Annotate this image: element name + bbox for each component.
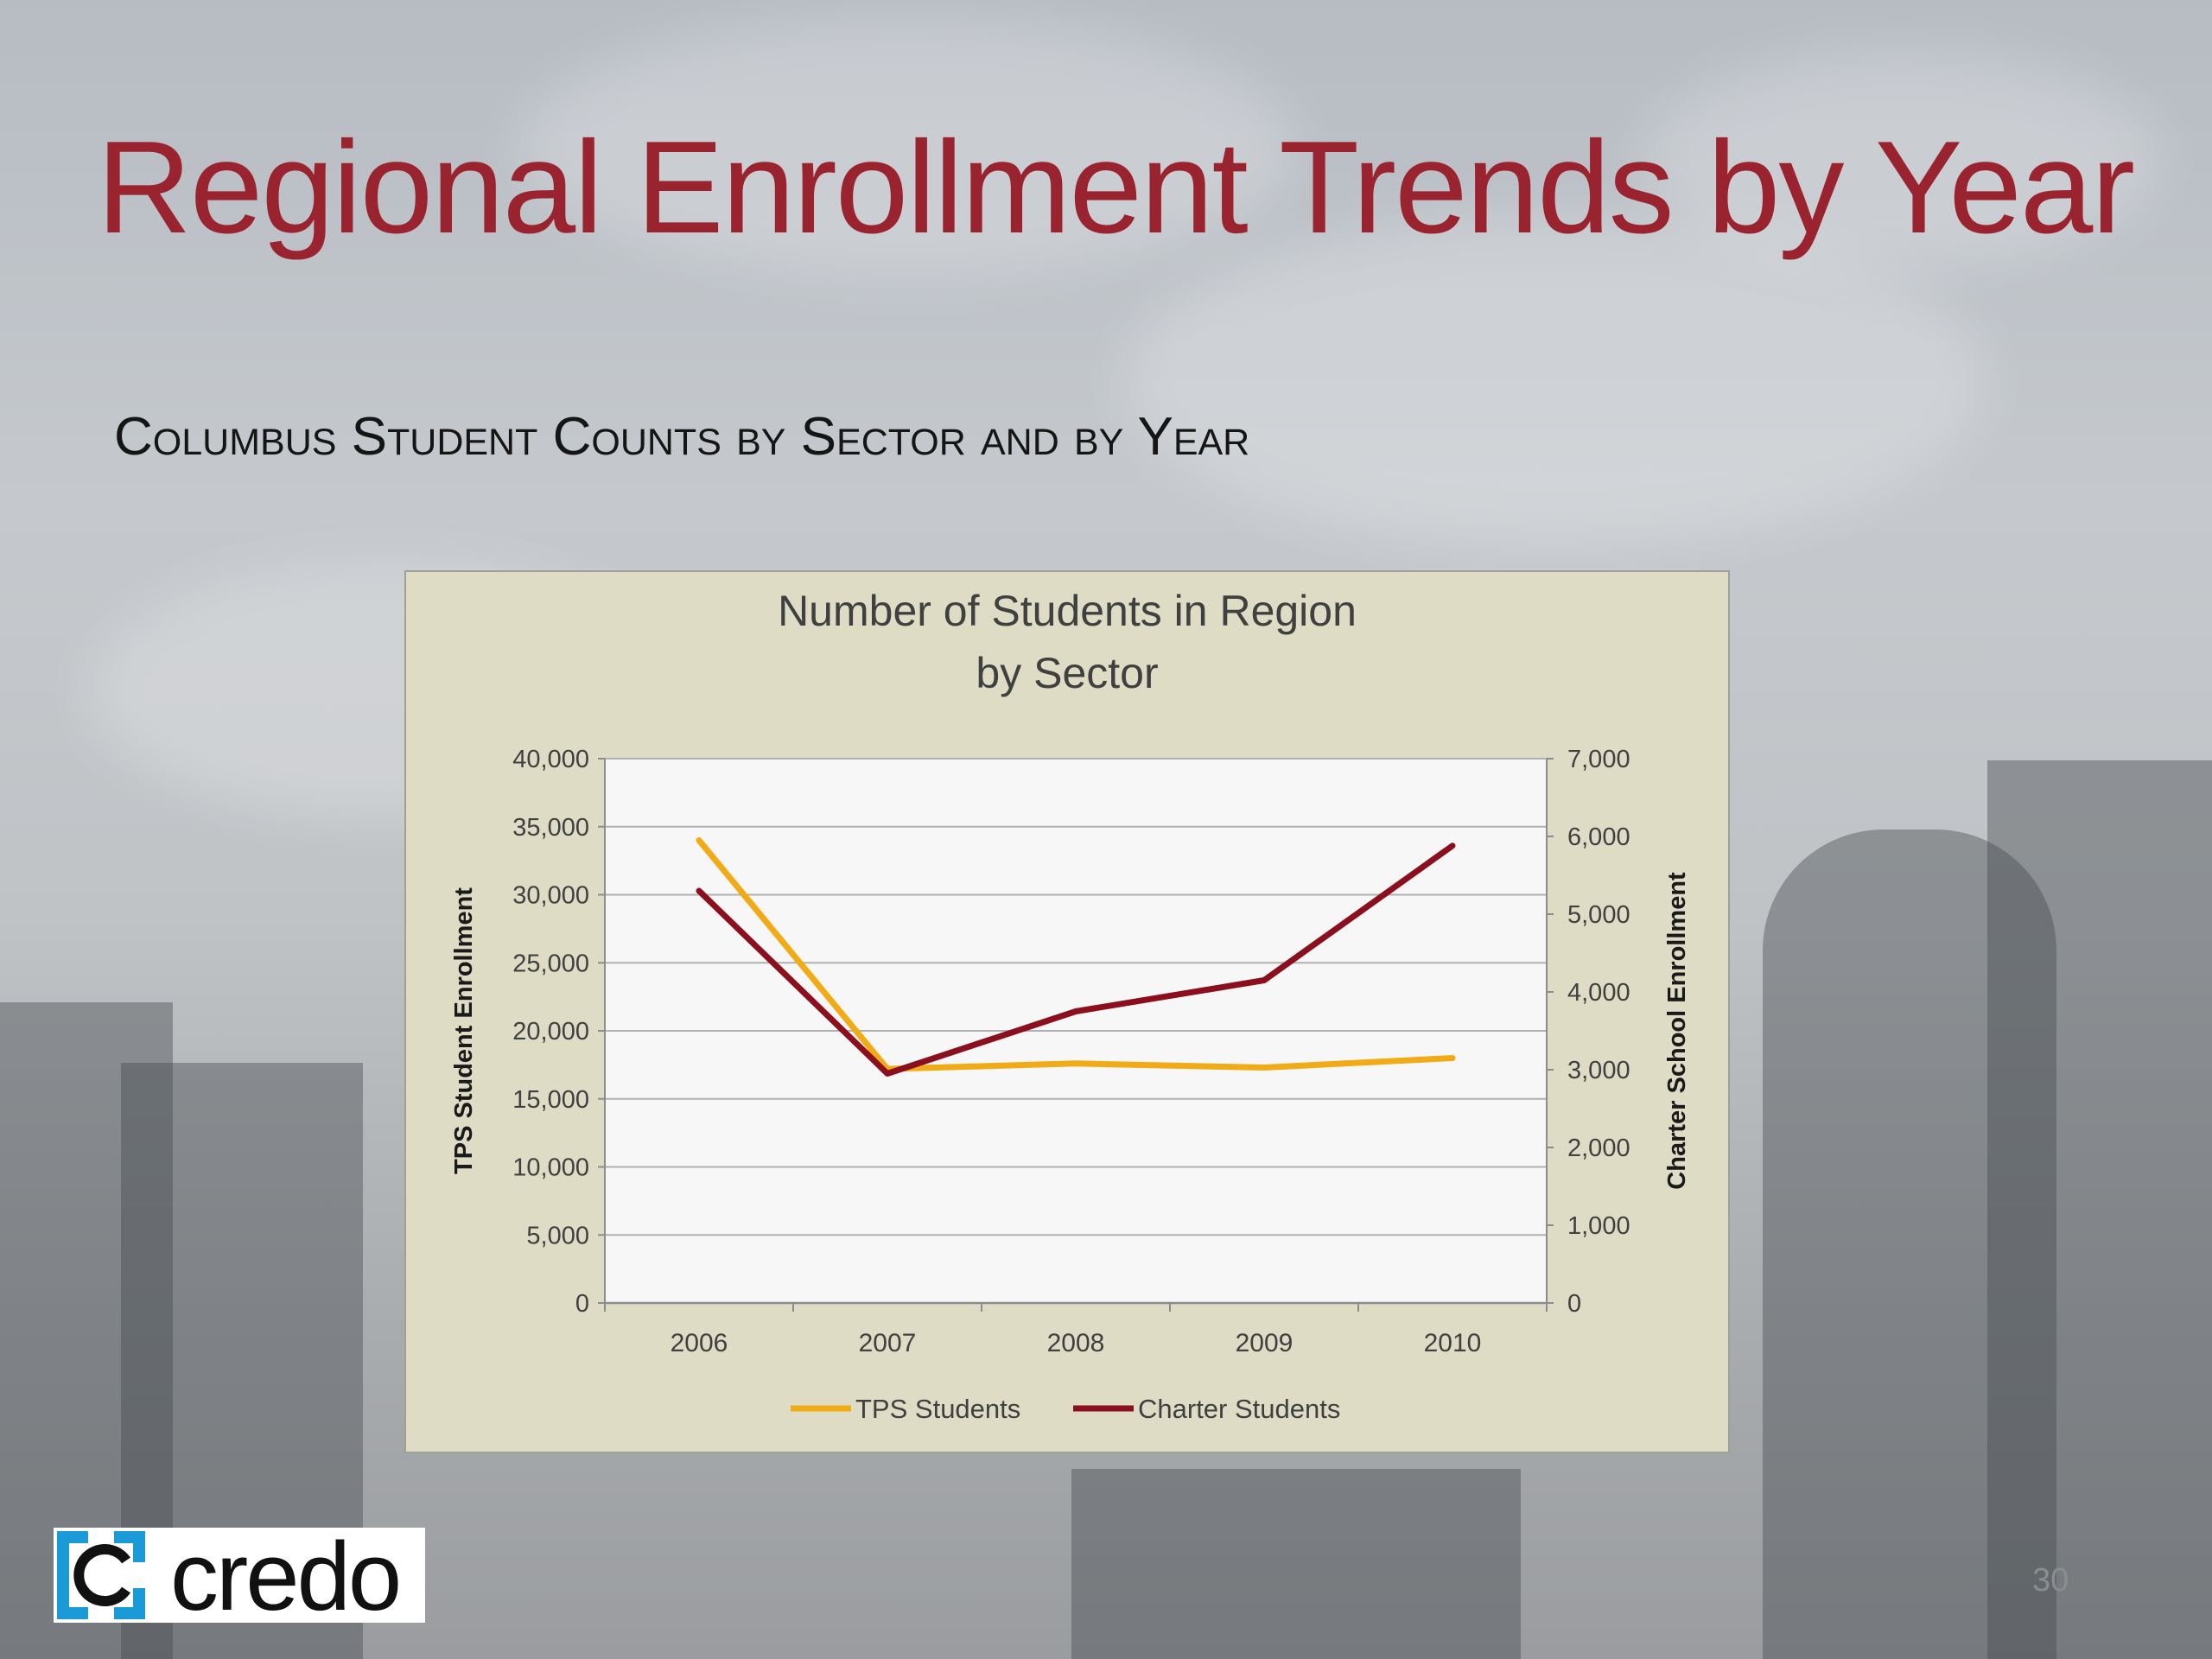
page-number: 30 bbox=[2032, 1562, 2069, 1599]
legend-label-tps: TPS Students bbox=[855, 1394, 1020, 1424]
left-tick-label: 20,000 bbox=[512, 1018, 589, 1046]
x-tick-label: 2007 bbox=[859, 1329, 917, 1357]
enrollment-chart: Number of Students in Region by Sector 0… bbox=[450, 587, 1691, 1424]
x-tick-label: 2006 bbox=[671, 1329, 728, 1357]
series-lines bbox=[696, 837, 1456, 1077]
chart-title-line-2: by Sector bbox=[976, 649, 1158, 697]
right-tick-label: 3,000 bbox=[1567, 1057, 1630, 1084]
right-tick-label: 6,000 bbox=[1567, 823, 1630, 851]
y-axis-label: TPS Student Enrollment bbox=[450, 887, 478, 1174]
chart-frame: Number of Students in Region by Sector 0… bbox=[404, 570, 1730, 1453]
slide-subtitle: Columbus Student Counts by Sector and by… bbox=[114, 407, 1250, 467]
right-axis: 0 1,000 2,000 3,000 4,000 5,000 6,000 7,000 bbox=[1546, 746, 1630, 1318]
x-axis: 2006 2007 2008 2009 2010 bbox=[604, 1303, 1548, 1357]
chart-legend: TPS Students Charter Students bbox=[791, 1394, 1340, 1424]
slide-title: Regional Enrollment Trends by Year bbox=[97, 114, 2135, 261]
right-tick-label: 5,000 bbox=[1567, 901, 1630, 929]
right-tick-label: 2,000 bbox=[1567, 1135, 1630, 1162]
left-tick-label: 0 bbox=[575, 1290, 589, 1318]
x-tick-label: 2010 bbox=[1424, 1329, 1482, 1357]
chart-title-line-1: Number of Students in Region bbox=[778, 587, 1357, 635]
left-tick-label: 25,000 bbox=[512, 950, 589, 977]
left-tick-label: 30,000 bbox=[512, 882, 589, 910]
grid-lines bbox=[605, 758, 1547, 1305]
tps-students-line bbox=[696, 837, 1456, 1072]
y2-axis-label: Charter School Enrollment bbox=[1663, 872, 1691, 1190]
left-tick-label: 15,000 bbox=[512, 1086, 589, 1114]
x-tick-label: 2009 bbox=[1236, 1329, 1294, 1357]
legend-label-charter: Charter Students bbox=[1138, 1394, 1340, 1424]
right-tick-label: 0 bbox=[1567, 1290, 1581, 1318]
left-axis: 0 5,000 10,000 15,000 20,000 25,000 30,000 35,0… bbox=[512, 746, 606, 1318]
charter-students-line bbox=[696, 842, 1456, 1077]
left-tick-label: 40,000 bbox=[512, 746, 589, 773]
x-tick-label: 2008 bbox=[1047, 1329, 1105, 1357]
logo-wordmark: credo bbox=[170, 1522, 402, 1630]
right-tick-label: 7,000 bbox=[1567, 746, 1630, 773]
right-tick-label: 4,000 bbox=[1567, 979, 1630, 1007]
left-tick-label: 5,000 bbox=[526, 1222, 589, 1249]
left-tick-label: 35,000 bbox=[512, 814, 589, 842]
credo-bracket-icon bbox=[57, 1531, 145, 1619]
right-tick-label: 1,000 bbox=[1567, 1212, 1630, 1240]
left-tick-label: 10,000 bbox=[512, 1154, 589, 1182]
credo-logo: credo bbox=[54, 1522, 425, 1630]
